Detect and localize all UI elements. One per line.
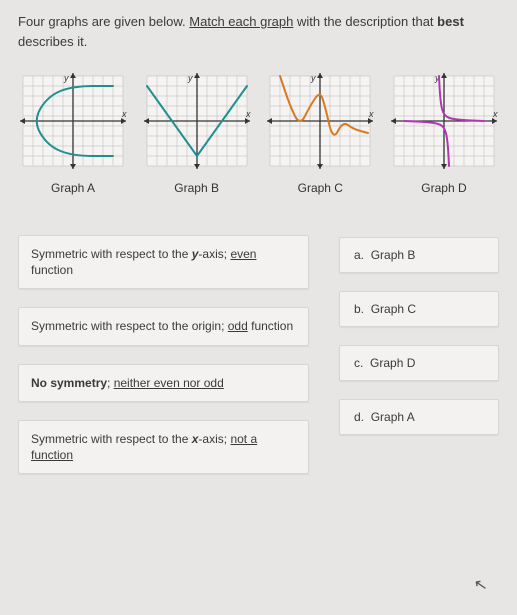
svg-text:y: y	[187, 73, 193, 83]
instr-underlined: Match each graph	[189, 14, 293, 29]
option-card[interactable]: b. Graph C	[339, 291, 499, 327]
description-card[interactable]: Symmetric with respect to the origin; od…	[18, 307, 309, 345]
desc-underline: even	[230, 247, 256, 261]
option-letter: d.	[354, 410, 364, 424]
desc-text: function	[31, 263, 73, 277]
instr-post: describes it.	[18, 34, 87, 49]
option-text: Graph A	[371, 410, 415, 424]
graph-d-label: Graph D	[421, 181, 466, 195]
desc-text: No symmetry	[31, 376, 107, 390]
desc-text: with respect to the origin;	[88, 319, 228, 333]
graph-c-label: Graph C	[298, 181, 343, 195]
option-letter: a.	[354, 248, 364, 262]
svg-text:x: x	[368, 109, 374, 119]
option-text: Graph C	[371, 302, 416, 316]
svg-text:x: x	[121, 109, 127, 119]
option-text: Graph B	[371, 248, 416, 262]
desc-text: -axis;	[198, 247, 230, 261]
option-card[interactable]: c. Graph D	[339, 345, 499, 381]
option-letter: b.	[354, 302, 364, 316]
option-card[interactable]: d. Graph A	[339, 399, 499, 435]
options-column: a. Graph B b. Graph C c. Graph D d. Grap…	[339, 235, 499, 474]
graph-a-label: Graph A	[51, 181, 95, 195]
svg-text:y: y	[63, 73, 69, 83]
option-letter: c.	[354, 356, 363, 370]
desc-text: ;	[107, 376, 114, 390]
cursor-icon: ↖	[472, 574, 489, 596]
desc-text: with respect to the	[88, 432, 192, 446]
graphs-row: xy Graph A xy Graph B xy Graph C xy Grap…	[18, 71, 499, 195]
desc-text: with respect to the	[88, 247, 192, 261]
graph-cell-d: xy Graph D	[389, 71, 499, 195]
description-card[interactable]: No symmetry; neither even nor odd	[18, 364, 309, 402]
desc-underline: neither even nor odd	[114, 376, 224, 390]
option-card[interactable]: a. Graph B	[339, 237, 499, 273]
instr-bold: best	[437, 14, 464, 29]
desc-text: -axis;	[198, 432, 230, 446]
desc-underline: odd	[228, 319, 248, 333]
graph-cell-c: xy Graph C	[265, 71, 375, 195]
instr-pre: Four graphs are given below.	[18, 14, 189, 29]
desc-text: Symmetric	[31, 319, 88, 333]
svg-text:x: x	[245, 109, 251, 119]
desc-text: Symmetric	[31, 247, 88, 261]
instructions: Four graphs are given below. Match each …	[18, 12, 499, 51]
option-text: Graph D	[370, 356, 415, 370]
description-card[interactable]: Symmetric with respect to the y-axis; ev…	[18, 235, 309, 289]
graph-c-svg: xy	[265, 71, 375, 171]
description-card[interactable]: Symmetric with respect to the x-axis; no…	[18, 420, 309, 474]
svg-text:y: y	[310, 73, 316, 83]
svg-text:x: x	[492, 109, 498, 119]
graph-b-label: Graph B	[174, 181, 219, 195]
graph-b-svg: xy	[142, 71, 252, 171]
graph-cell-a: xy Graph A	[18, 71, 128, 195]
graph-cell-b: xy Graph B	[142, 71, 252, 195]
graph-a-svg: xy	[18, 71, 128, 171]
match-area: Symmetric with respect to the y-axis; ev…	[18, 235, 499, 474]
descriptions-column: Symmetric with respect to the y-axis; ev…	[18, 235, 309, 474]
instr-mid: with the description that	[293, 14, 437, 29]
desc-text: Symmetric	[31, 432, 88, 446]
graph-d-svg: xy	[389, 71, 499, 171]
desc-text: function	[248, 319, 293, 333]
